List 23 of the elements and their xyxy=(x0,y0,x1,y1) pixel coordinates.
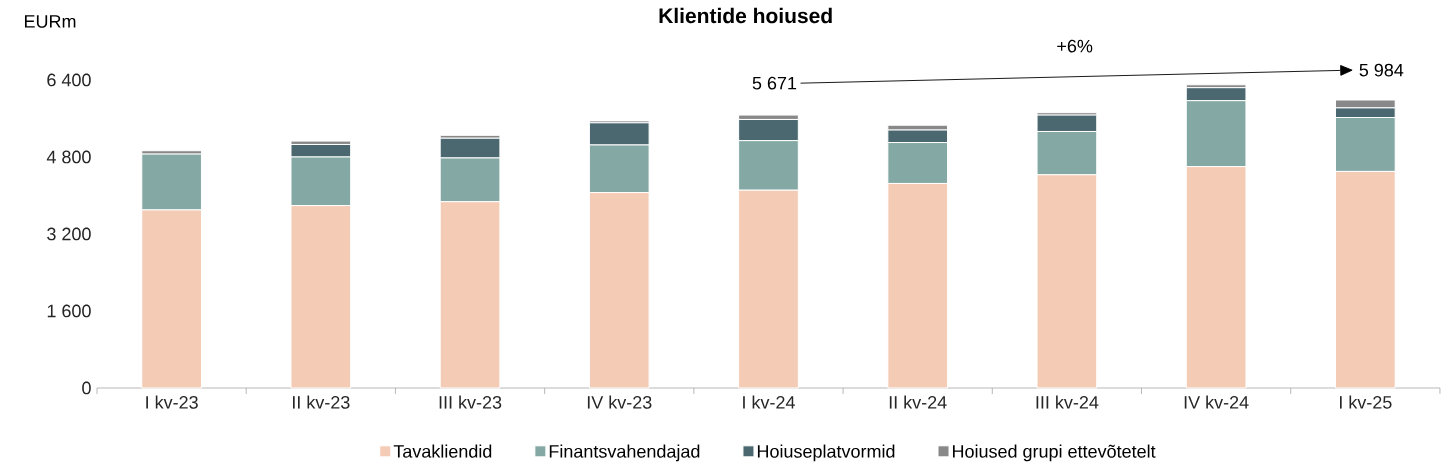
legend-label: Hoiuseplatvormid xyxy=(757,444,895,462)
annotation: 5 984 xyxy=(1359,63,1404,77)
x-tick-label: I kv-25 xyxy=(1339,395,1392,409)
legend-label: Tavakliendid xyxy=(393,444,492,458)
y-tick-label: 4 800 xyxy=(46,150,91,164)
x-tick-label: I kv-23 xyxy=(146,395,198,409)
x-tick-label: III kv-23 xyxy=(439,395,502,409)
text: +6% xyxy=(1057,39,1093,53)
x-tick-label: IV kv-23 xyxy=(587,395,652,409)
x-tick-label: II kv-23 xyxy=(292,395,350,409)
y-tick-label: 3 200 xyxy=(47,227,91,241)
legend-label: Hoiused grupi ettevõtetelt xyxy=(953,444,1156,462)
x-tick-label: II kv-24 xyxy=(889,395,947,409)
annotation: 5 671 xyxy=(752,76,797,90)
y-tick-label: 0 xyxy=(82,381,91,395)
legend-label: Finantsvahendajad xyxy=(549,444,700,462)
chart-title: Klientide hoiused xyxy=(659,7,832,24)
x-tick-label: I kv-24 xyxy=(743,395,795,409)
x-tick-label: III kv-24 xyxy=(1036,395,1099,409)
y-tick-label: 6 400 xyxy=(47,73,91,87)
y-axis-title: EURm xyxy=(24,15,76,28)
x-tick-label: IV kv-24 xyxy=(1184,395,1249,409)
y-tick-label: 1 600 xyxy=(47,304,91,318)
